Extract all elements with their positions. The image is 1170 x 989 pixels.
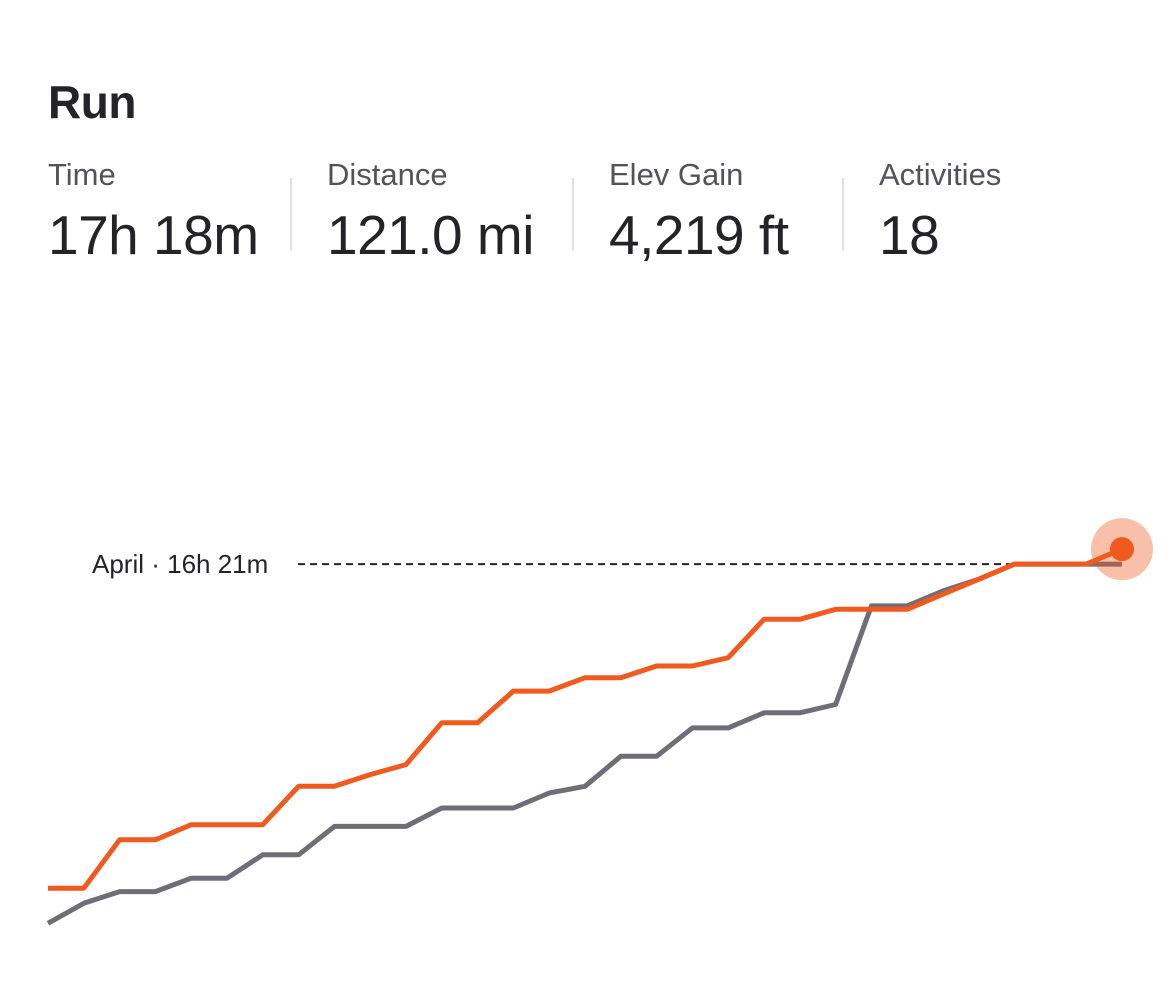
stat-label: Distance: [327, 157, 448, 192]
stat-activities: Activities 18: [879, 150, 1001, 270]
series-line-current: [48, 546, 1123, 891]
stat-time: Time 17h 18m: [48, 150, 259, 270]
stat-divider: [842, 178, 844, 250]
stats-row: Time 17h 18m Distance 121.0 mi Elev Gain…: [0, 150, 1170, 280]
stat-distance: Distance 121.0 mi: [327, 150, 534, 270]
stat-label: Activities: [879, 157, 1002, 192]
marker-layer: [1091, 518, 1153, 581]
stat-elev-gain: Elev Gain 4,219 ft: [609, 150, 789, 270]
stat-divider: [572, 178, 574, 250]
endpoint-dot[interactable]: [1110, 537, 1134, 562]
stat-value: 121.0 mi: [327, 204, 534, 266]
stat-label: Elev Gain: [609, 157, 744, 192]
series-layer: [46, 546, 1123, 926]
series-line-previous: [46, 561, 1122, 926]
stat-value: 17h 18m: [48, 204, 259, 266]
stat-label: Time: [48, 157, 116, 192]
stat-divider: [290, 178, 292, 250]
stat-value: 4,219 ft: [609, 204, 789, 266]
page-title: Run: [48, 76, 136, 128]
reference-label: April · 16h 21m: [92, 549, 268, 579]
stat-value: 18: [879, 204, 940, 266]
